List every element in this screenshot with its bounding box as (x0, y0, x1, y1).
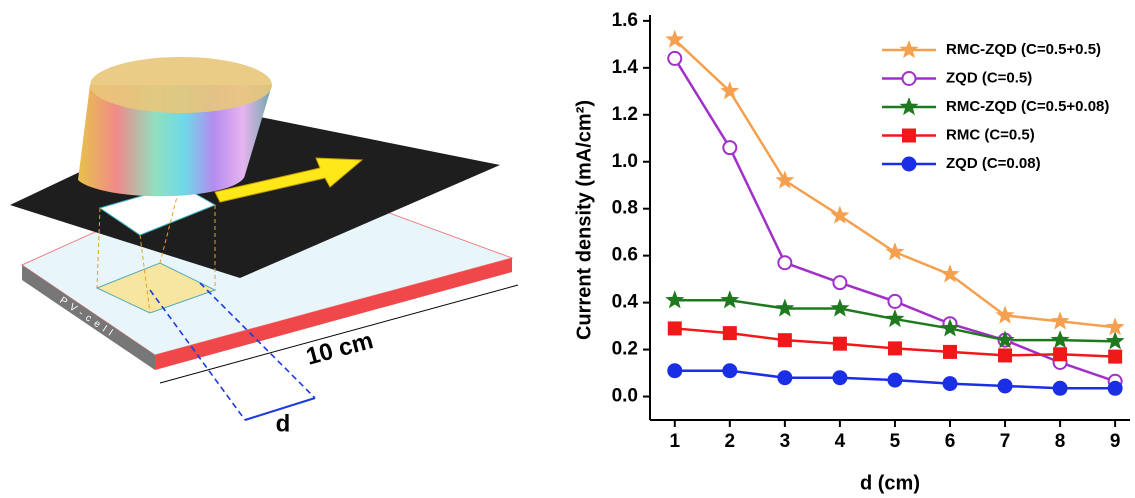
circle-marker (722, 363, 737, 378)
x-tick-label: 7 (1000, 431, 1011, 452)
x-tick-label: 9 (1110, 431, 1121, 452)
square-marker (902, 129, 916, 143)
square-marker (943, 345, 957, 359)
figure: PV-cell 10 cm d d (cm) Current density (… (0, 0, 1135, 498)
legend-label: ZQD (C=0.5) (946, 69, 1032, 86)
y-tick-label: 1.0 (612, 151, 638, 172)
beam-top (90, 57, 272, 113)
star-marker (665, 290, 684, 308)
x-axis-label: d (cm) (860, 472, 920, 494)
star-marker (775, 299, 794, 317)
x-tick-label: 3 (780, 431, 791, 452)
legend-label: ZQD (C=0.08) (946, 155, 1041, 172)
y-tick-label: 0.0 (612, 386, 638, 407)
circle-marker (887, 373, 902, 388)
legend-label: RMC (C=0.5) (946, 126, 1035, 143)
y-tick-label: 1.4 (612, 57, 639, 78)
square-marker (723, 326, 737, 340)
y-tick-label: 1.6 (612, 10, 638, 31)
diagram: PV-cell 10 cm d (10, 57, 518, 437)
open-circle-marker (888, 295, 901, 308)
circle-marker (1108, 381, 1123, 396)
square-marker (668, 321, 682, 335)
y-tick-label: 1.2 (612, 104, 638, 125)
circle-marker (667, 363, 682, 378)
star-marker (1051, 311, 1070, 329)
circle-marker (777, 370, 792, 385)
star-marker (885, 242, 904, 260)
open-circle-marker (778, 256, 791, 269)
y-tick-label: 0.4 (612, 292, 639, 313)
d-label: d (276, 410, 291, 437)
legend-label: RMC-ZQD (C=0.5+0.08) (946, 98, 1109, 115)
y-tick-label: 0.2 (612, 339, 638, 360)
star-marker (720, 290, 739, 308)
star-marker (1106, 331, 1125, 349)
y-axis-label: Current density (mA/cm²) (573, 100, 595, 340)
star-marker (900, 97, 919, 115)
open-circle-marker (723, 141, 736, 154)
x-tick-label: 6 (945, 431, 956, 452)
circle-marker (943, 376, 958, 391)
square-marker (1108, 350, 1122, 364)
circle-marker (998, 378, 1013, 393)
x-tick-label: 4 (835, 431, 846, 452)
y-tick-label: 0.8 (612, 198, 638, 219)
open-circle-marker (903, 72, 916, 85)
circle-marker (832, 370, 847, 385)
x-tick-label: 8 (1055, 431, 1066, 452)
x-tick-label: 2 (725, 431, 736, 452)
star-marker (885, 309, 904, 327)
star-marker (1051, 330, 1070, 348)
circle-marker (1053, 381, 1068, 396)
open-circle-marker (833, 276, 846, 289)
square-marker (778, 333, 792, 347)
y-tick-label: 0.6 (612, 245, 638, 266)
x-tick-label: 1 (669, 431, 680, 452)
x-tick-label: 5 (890, 431, 901, 452)
legend-label: RMC-ZQD (C=0.5+0.5) (946, 41, 1101, 58)
square-marker (888, 341, 902, 355)
series-line (675, 40, 1115, 328)
star-marker (830, 299, 849, 317)
star-marker (996, 306, 1015, 324)
square-marker (833, 337, 847, 351)
square-marker (1053, 347, 1067, 361)
square-marker (998, 348, 1012, 362)
star-marker (900, 40, 919, 58)
circle-marker (902, 157, 917, 172)
open-circle-marker (668, 52, 681, 65)
